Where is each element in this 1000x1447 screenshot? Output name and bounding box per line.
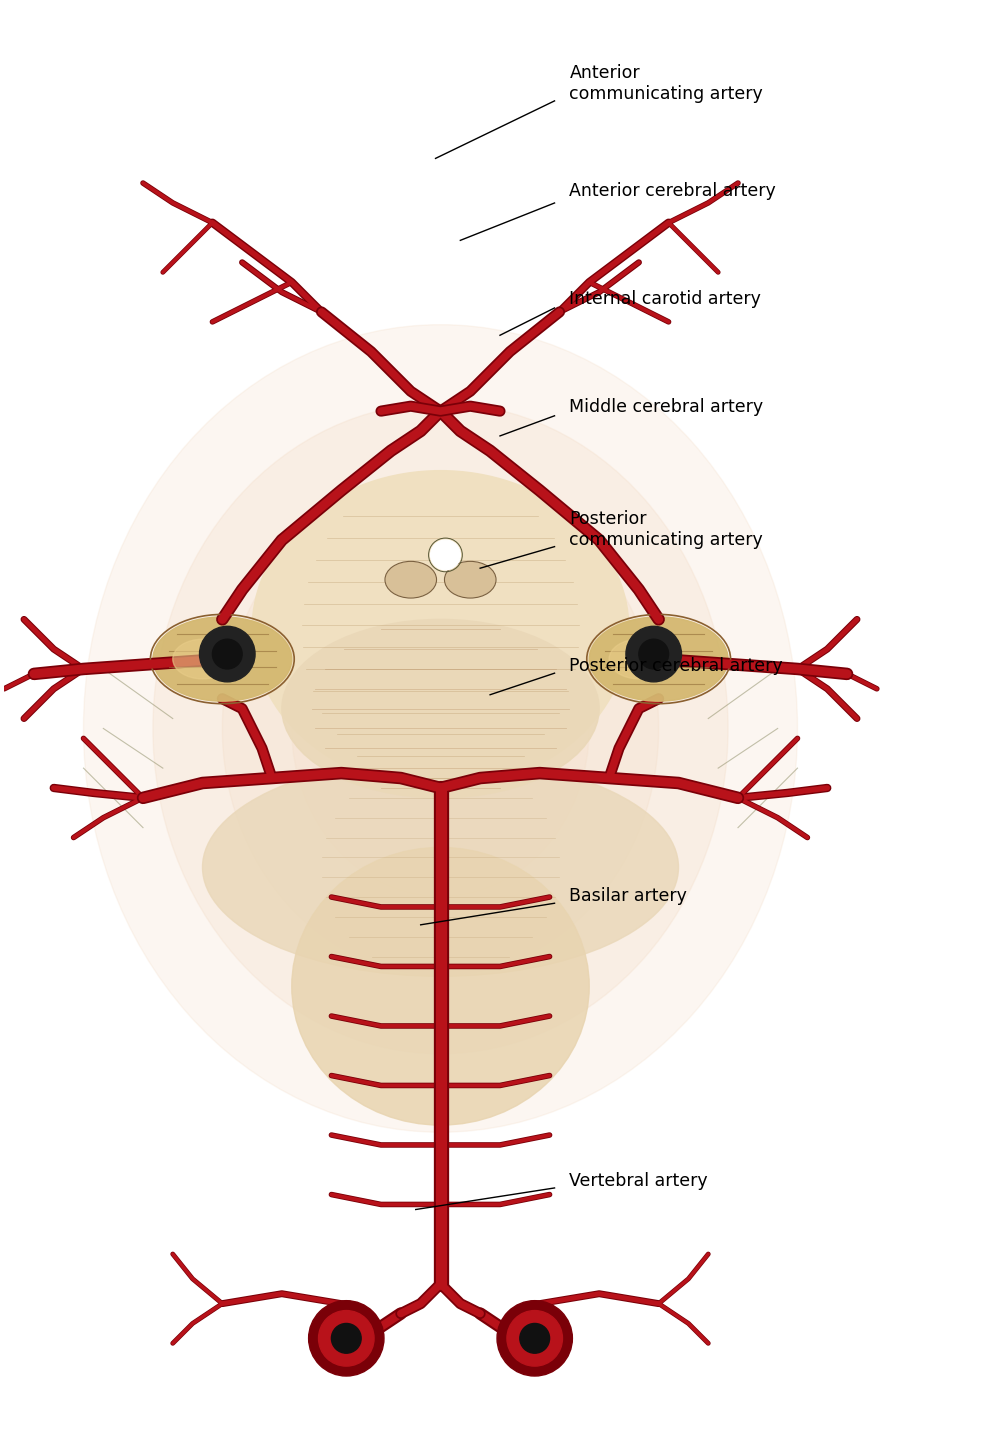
Text: Posterior
communicating artery: Posterior communicating artery — [569, 509, 763, 548]
Text: Anterior
communicating artery: Anterior communicating artery — [569, 64, 763, 103]
Ellipse shape — [292, 560, 589, 897]
Ellipse shape — [153, 616, 292, 702]
Text: Anterior cerebral artery: Anterior cerebral artery — [569, 182, 776, 201]
Circle shape — [639, 640, 669, 669]
Ellipse shape — [202, 758, 679, 977]
Text: Internal carotid artery: Internal carotid artery — [569, 291, 761, 308]
Ellipse shape — [84, 324, 798, 1132]
Ellipse shape — [153, 404, 728, 1053]
Ellipse shape — [292, 848, 589, 1126]
Ellipse shape — [609, 640, 669, 679]
Ellipse shape — [445, 563, 495, 598]
Circle shape — [200, 627, 255, 682]
Ellipse shape — [173, 640, 232, 679]
Ellipse shape — [589, 616, 728, 702]
Circle shape — [431, 540, 460, 570]
Circle shape — [212, 640, 242, 669]
Text: Middle cerebral artery: Middle cerebral artery — [569, 398, 764, 417]
Circle shape — [520, 1324, 550, 1353]
Circle shape — [331, 1324, 361, 1353]
Circle shape — [497, 1301, 572, 1376]
Text: Vertebral artery: Vertebral artery — [569, 1172, 708, 1189]
Circle shape — [309, 1301, 384, 1376]
Text: Basilar artery: Basilar artery — [569, 887, 687, 904]
Text: Posterior cerebral artery: Posterior cerebral artery — [569, 657, 783, 674]
Circle shape — [507, 1311, 562, 1366]
Circle shape — [626, 627, 681, 682]
Ellipse shape — [282, 619, 599, 797]
Ellipse shape — [222, 482, 659, 975]
Ellipse shape — [252, 470, 629, 789]
Circle shape — [319, 1311, 374, 1366]
Ellipse shape — [386, 563, 436, 598]
